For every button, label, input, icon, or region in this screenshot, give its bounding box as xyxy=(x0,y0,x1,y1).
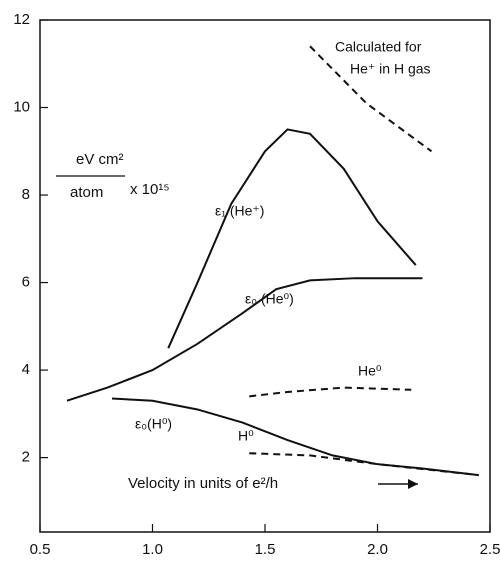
line-series xyxy=(249,452,479,477)
annotation: He⁺ in H gas xyxy=(350,61,431,77)
x-tick-label: 1.0 xyxy=(142,541,163,558)
series-label: He⁰ xyxy=(358,363,382,379)
line-series xyxy=(249,386,412,398)
y-tick-label: 12 xyxy=(13,11,30,28)
x-tick-label: 2.0 xyxy=(367,541,388,558)
x-tick-label: 1.5 xyxy=(255,541,276,558)
y-tick-label: 8 xyxy=(22,186,30,203)
y-tick-label: 10 xyxy=(13,98,30,115)
y-label-bottom: atom xyxy=(70,184,103,201)
line-series xyxy=(111,397,479,477)
annotation: Calculated for xyxy=(335,39,422,55)
arrow-head xyxy=(408,479,418,489)
x-tick-label: 2.5 xyxy=(480,541,500,558)
y-label-scale: x 10¹⁵ xyxy=(130,181,170,198)
y-tick-label: 2 xyxy=(22,449,30,466)
series-label: ε₀ (He⁰) xyxy=(245,291,294,307)
series-label: H⁰ xyxy=(238,428,254,444)
series-label: ε₀(H⁰) xyxy=(135,416,172,432)
y-tick-label: 6 xyxy=(22,274,30,291)
series-label: ε₁ (He⁺) xyxy=(215,203,264,219)
plot-frame xyxy=(39,19,491,533)
y-label-top: eV cm² xyxy=(76,151,124,168)
x-tick-label: 0.5 xyxy=(30,541,51,558)
line-series xyxy=(167,128,417,349)
line-series xyxy=(309,45,433,153)
line-series xyxy=(66,277,423,402)
y-tick-label: 4 xyxy=(22,361,30,378)
x-axis-label: Velocity in units of e²/h xyxy=(128,475,278,492)
